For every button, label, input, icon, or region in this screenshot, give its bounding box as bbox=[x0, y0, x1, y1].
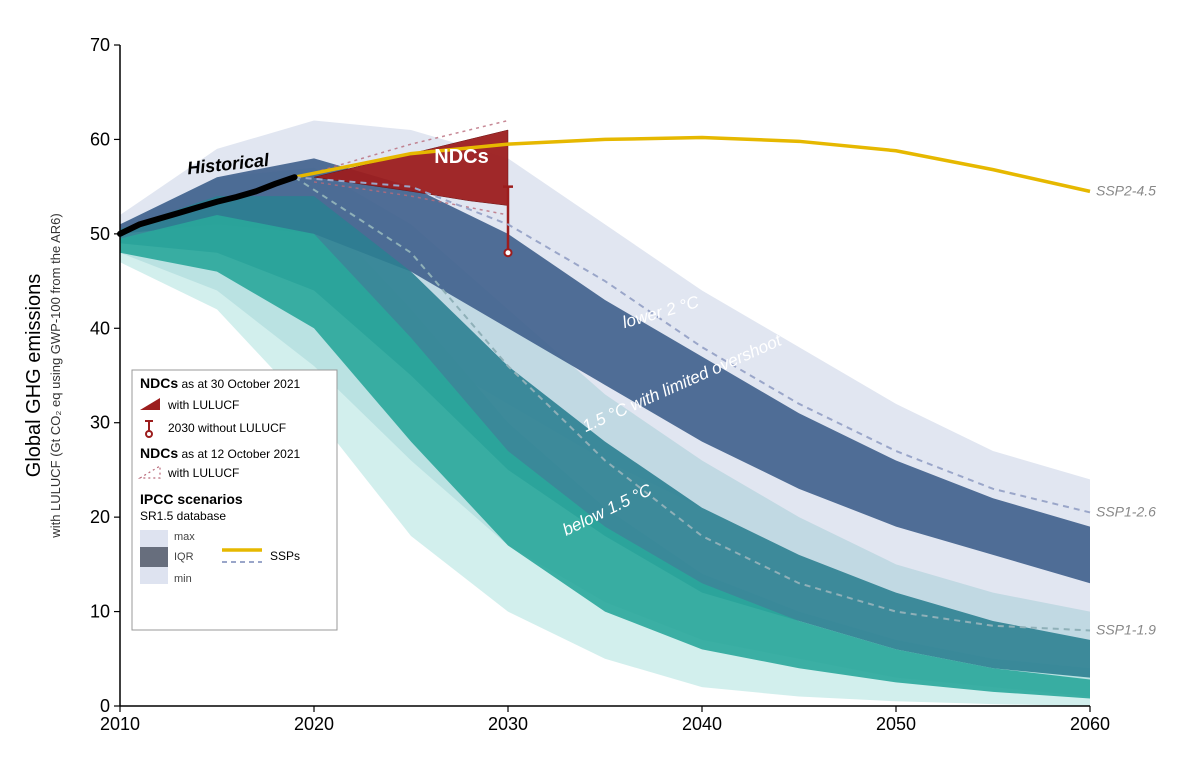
y-axis-label: Global GHG emissions bbox=[23, 274, 45, 477]
ndc-label: NDCs bbox=[434, 146, 488, 168]
legend-ipcc-sub: SR1.5 database bbox=[140, 509, 226, 523]
chart-container: SSP2-4.5SSP1-2.6SSP1-1.9lower 2 °C1.5 °C… bbox=[0, 0, 1180, 761]
y-tick-label: 50 bbox=[90, 224, 110, 244]
ndc-2030-circle bbox=[505, 249, 512, 256]
legend-with-lulucf: with LULUCF bbox=[167, 398, 239, 412]
chart-svg: SSP2-4.5SSP1-2.6SSP1-1.9lower 2 °C1.5 °C… bbox=[0, 0, 1180, 761]
legend-2030-no-lulucf: 2030 without LULUCF bbox=[168, 421, 286, 435]
legend-swatch-inner bbox=[140, 547, 168, 567]
legend-ssps-label: SSPs bbox=[270, 549, 300, 563]
legend-ndc2-title: NDCs as at 12 October 2021 bbox=[140, 445, 301, 461]
ssp-label-SSP2-4.5: SSP2-4.5 bbox=[1096, 182, 1156, 198]
legend: NDCs as at 30 October 2021 with LULUCF 203… bbox=[132, 370, 337, 630]
x-tick-label: 2050 bbox=[876, 714, 916, 734]
y-axis-sublabel: with LULUCF (Gt CO₂ eq using GWP-100 fro… bbox=[48, 213, 63, 538]
legend-marker-circle bbox=[146, 431, 152, 437]
x-tick-label: 2040 bbox=[682, 714, 722, 734]
y-tick-label: 10 bbox=[90, 602, 110, 622]
y-tick-label: 30 bbox=[90, 413, 110, 433]
legend-ipcc-title: IPCC scenarios bbox=[140, 491, 243, 507]
x-tick-label: 2020 bbox=[294, 714, 334, 734]
x-tick-label: 2030 bbox=[488, 714, 528, 734]
y-tick-label: 60 bbox=[90, 129, 110, 149]
y-tick-label: 20 bbox=[90, 507, 110, 527]
x-tick-label: 2010 bbox=[100, 714, 140, 734]
legend-iqr: IQR bbox=[174, 551, 194, 563]
legend-with-lulucf-2: with LULUCF bbox=[167, 466, 239, 480]
legend-min: min bbox=[174, 573, 192, 585]
x-tick-label: 2060 bbox=[1070, 714, 1110, 734]
y-tick-label: 0 bbox=[100, 696, 110, 716]
y-tick-label: 40 bbox=[90, 318, 110, 338]
legend-ndc1-title: NDCs as at 30 October 2021 bbox=[140, 375, 301, 391]
y-tick-label: 70 bbox=[90, 35, 110, 55]
legend-max: max bbox=[174, 531, 195, 543]
ssp-label-SSP1-2.6: SSP1-2.6 bbox=[1096, 503, 1156, 519]
ssp-label-SSP1-1.9: SSP1-1.9 bbox=[1096, 621, 1156, 637]
